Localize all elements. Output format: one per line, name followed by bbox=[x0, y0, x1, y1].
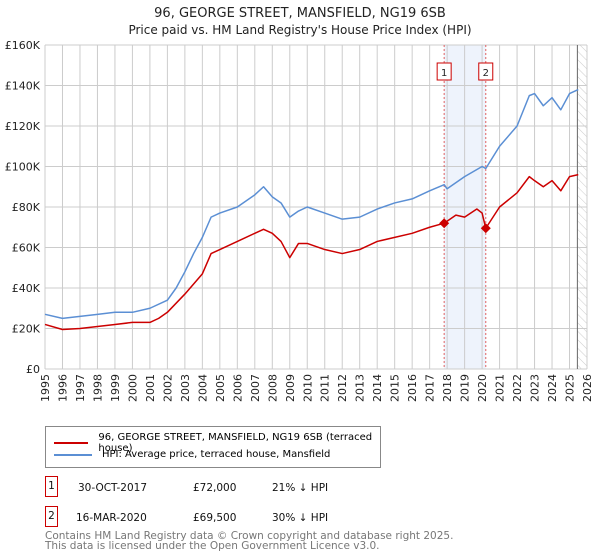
x-tick-label: 2006 bbox=[231, 374, 244, 402]
x-tick-label: 2017 bbox=[424, 374, 437, 402]
x-tick-label: 2003 bbox=[179, 374, 192, 402]
sale-date: 16-MAR-2020 bbox=[76, 512, 147, 524]
sale-marker-badge: 2 bbox=[45, 506, 58, 527]
legend: 96, GEORGE STREET, MANSFIELD, NG19 6SB (… bbox=[45, 426, 381, 468]
legend-label: HPI: Average price, terraced house, Mans… bbox=[102, 449, 331, 460]
legend-label: 96, GEORGE STREET, MANSFIELD, NG19 6SB (… bbox=[98, 432, 373, 454]
sale-label: 1 bbox=[441, 68, 447, 79]
x-tick-label: 2022 bbox=[511, 374, 524, 402]
sale-point bbox=[480, 223, 491, 234]
x-tick-label: 2021 bbox=[494, 374, 507, 402]
x-tick-label: 2018 bbox=[441, 374, 454, 402]
x-tick-label: 2002 bbox=[161, 374, 174, 402]
x-tick-label: 2013 bbox=[354, 374, 367, 402]
x-tick-label: 1997 bbox=[74, 374, 87, 402]
x-tick-label: 1999 bbox=[109, 374, 122, 402]
x-tick-label: 2024 bbox=[546, 374, 559, 402]
x-tick-label: 2025 bbox=[564, 374, 577, 402]
legend-swatch-blue bbox=[54, 453, 92, 456]
sale-hpi: 21% ↓ HPI bbox=[272, 482, 329, 494]
x-tick-label: 2014 bbox=[371, 374, 384, 402]
x-tick-label: 2005 bbox=[214, 374, 227, 402]
x-tick-label: 2020 bbox=[476, 374, 489, 402]
property-price-line bbox=[44, 173, 579, 331]
x-tick-label: 2011 bbox=[319, 374, 332, 402]
sale-label-box bbox=[436, 62, 452, 81]
legend-swatch-red bbox=[54, 442, 89, 444]
legend-item-hpi: HPI: Average price, terraced house, Mans… bbox=[54, 449, 330, 460]
y-tick-label: £60K bbox=[12, 242, 41, 255]
y-tick-label: £80K bbox=[12, 201, 41, 214]
y-tick-label: £160K bbox=[5, 39, 41, 52]
plot-area: 1995 1996 1997 1998 1999 2000 2001 2002 2003 2004… bbox=[5, 39, 594, 402]
x-tick-label: 2019 bbox=[459, 374, 472, 402]
x-tick-label: 2010 bbox=[301, 374, 314, 402]
footer: Contains HM Land Registry data © Crown c… bbox=[45, 530, 454, 552]
x-tick-label: 2004 bbox=[196, 374, 209, 402]
y-tick-label: £20K bbox=[12, 323, 41, 336]
legend-item-property: 96, GEORGE STREET, MANSFIELD, NG19 6SB (… bbox=[54, 432, 380, 454]
x-tick-label: 2007 bbox=[249, 374, 262, 402]
sale-point bbox=[439, 218, 450, 229]
hpi-line bbox=[44, 88, 579, 320]
x-tick-label: 2023 bbox=[529, 374, 542, 402]
y-tick-label: £100K bbox=[5, 161, 41, 174]
sale-price: £72,000 bbox=[193, 482, 237, 494]
y-tick-label: £120K bbox=[5, 120, 41, 133]
sale-label: 2 bbox=[483, 68, 489, 79]
sale-date: 30-OCT-2017 bbox=[78, 482, 147, 494]
x-tick-label: 1996 bbox=[56, 374, 69, 402]
x-tick-label: 2015 bbox=[389, 374, 402, 402]
x-tick-label: 2016 bbox=[406, 374, 419, 402]
x-tick-label: 2008 bbox=[266, 374, 279, 402]
footer-line: Contains HM Land Registry data © Crown c… bbox=[45, 530, 454, 542]
sale-price: £69,500 bbox=[193, 512, 237, 524]
chart-title: 96, GEORGE STREET, MANSFIELD, NG19 6SB bbox=[154, 6, 446, 21]
x-tick-label: 2026 bbox=[581, 374, 594, 402]
x-tick-label: 2009 bbox=[284, 374, 297, 402]
y-tick-label: £140K bbox=[5, 80, 41, 93]
chart-subtitle: Price paid vs. HM Land Registry's House … bbox=[128, 23, 472, 37]
sale-hpi: 30% ↓ HPI bbox=[272, 512, 329, 524]
sale-label-box bbox=[478, 62, 494, 81]
y-tick-label: £40K bbox=[12, 282, 41, 295]
sale-marker-badge: 1 bbox=[45, 476, 58, 497]
x-tick-label: 2001 bbox=[144, 374, 157, 402]
y-tick-label: £0 bbox=[26, 363, 40, 376]
x-tick-label: 2012 bbox=[336, 374, 349, 402]
x-tick-label: 1995 bbox=[39, 374, 52, 402]
x-tick-label: 2000 bbox=[126, 374, 139, 402]
footer-line: This data is licensed under the Open Gov… bbox=[45, 540, 380, 552]
x-tick-label: 1998 bbox=[91, 374, 104, 402]
